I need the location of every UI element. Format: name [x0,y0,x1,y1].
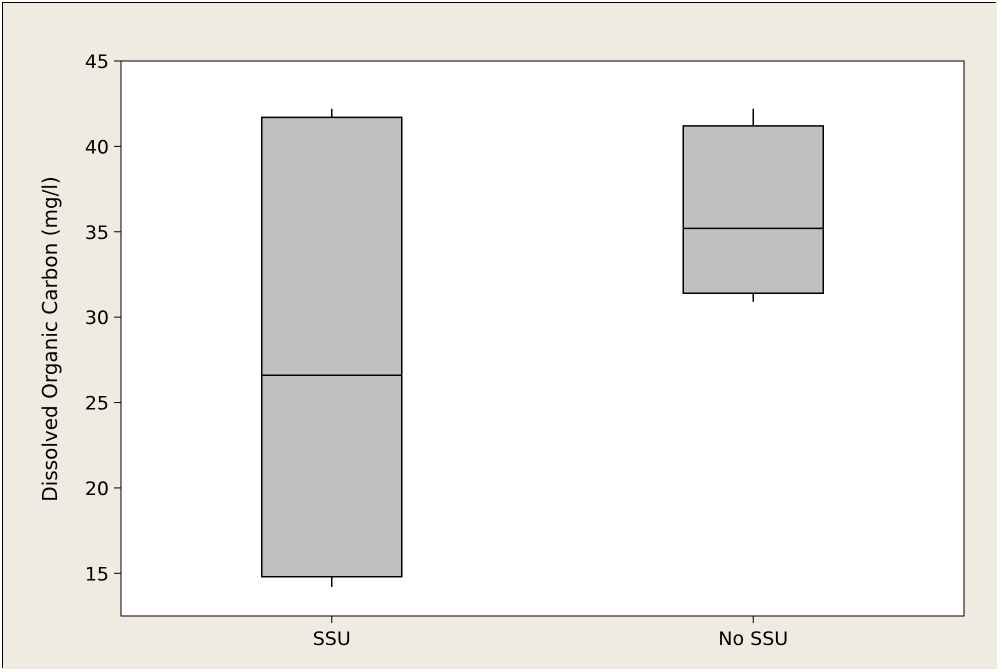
y-axis: 15 20 25 30 35 40 45 [85,51,121,585]
y-tick-label: 20 [85,478,109,500]
y-tick-label: 40 [85,136,109,158]
x-tick-label: SSU [313,628,351,650]
boxes [261,108,824,587]
box-plot: 15 20 25 30 35 40 45 SSU No SSU Dissolved Organ… [3,3,997,669]
y-axis-label: Dissolved Organic Carbon (mg/l) [38,176,62,501]
x-axis: SSU No SSU [313,616,788,650]
y-tick-label: 35 [85,222,109,244]
y-tick-label: 25 [85,393,109,415]
plot-area [120,60,965,617]
y-tick-label: 45 [85,51,109,73]
y-tick-label: 30 [85,307,109,329]
iqr-box [682,125,824,294]
x-tick-label: No SSU [718,628,788,650]
box-no-ssu [682,108,824,302]
box-ssu [261,108,403,587]
y-tick-label: 15 [85,563,109,585]
iqr-box [261,116,403,578]
